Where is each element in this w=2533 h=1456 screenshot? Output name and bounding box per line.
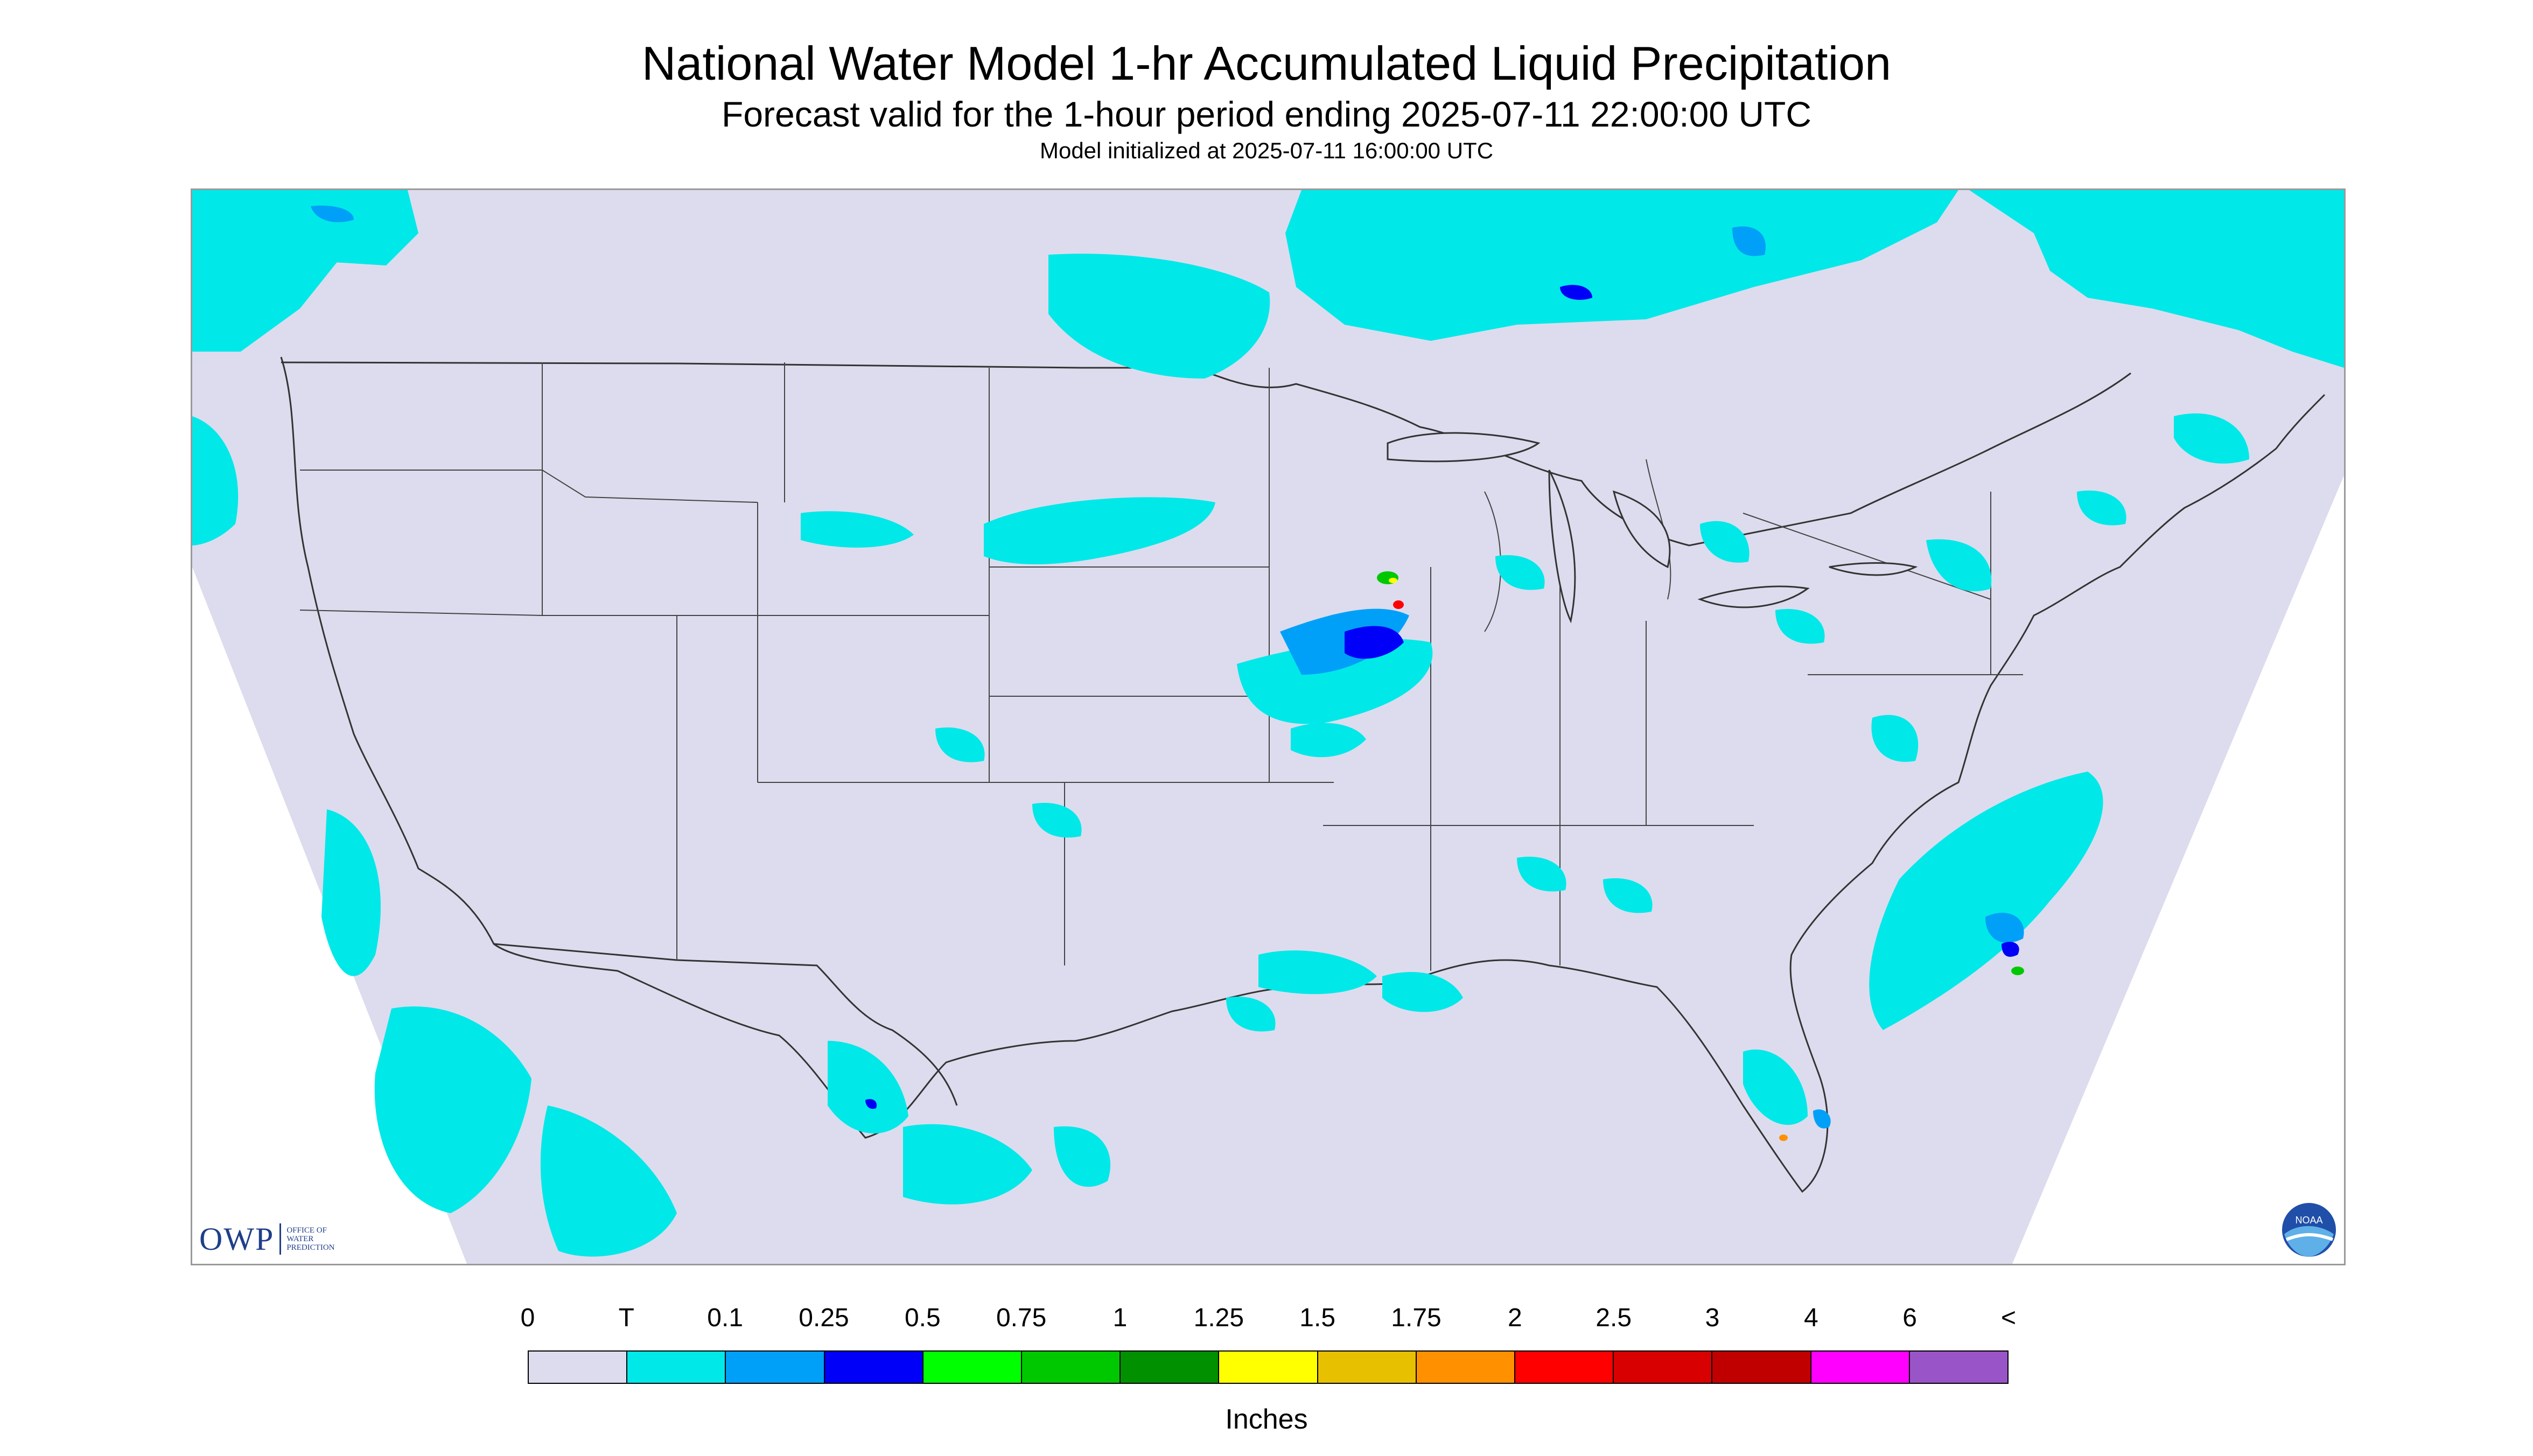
legend-swatch [1614,1352,1713,1383]
legend-tick-label: 6 [1902,1304,1918,1332]
owp-logo-words: Office of Water Prediction [286,1226,335,1252]
legend-swatch [1416,1352,1516,1383]
legend-tick-label: 1 [1112,1304,1128,1332]
legend-swatch [1811,1352,1910,1383]
coastline [280,356,2326,1193]
legend-tick-label: 0.75 [996,1304,1047,1332]
legend-swatch [726,1352,825,1383]
mexico-border [493,943,958,1106]
legend-tick-label: 1.75 [1391,1304,1442,1332]
legend-tick-label: 0 [520,1304,535,1332]
noaa-logo-text: NOAA [2295,1215,2322,1226]
legend-tick-label: 1.5 [1299,1304,1336,1332]
legend-swatch [1219,1352,1318,1383]
legend-swatch [1022,1352,1121,1383]
legend-tick-label: < [2000,1304,2017,1332]
legend-tick-label: 0.1 [707,1304,744,1332]
model-domain [192,190,2344,1264]
legend-swatch [1121,1352,1220,1383]
legend-tick-label: 0.5 [904,1304,941,1332]
legend-tick-label: 2 [1507,1304,1522,1332]
great-lakes [1387,432,1918,624]
legend-swatch [529,1352,628,1383]
precip-trace [192,190,2344,1257]
legend-color-bar [528,1350,2009,1384]
legend-tick-label: T [618,1304,634,1332]
owp-logo: OWP Office of Water Prediction [199,1221,335,1257]
map-subtitle: Forecast valid for the 1-hour period end… [722,94,1811,134]
precip-legend: 0 T 0.1 0.25 0.5 0.75 1 1.25 1.5 1.75 2 2.5 3 4 6 < Inc… [0,1292,2533,1454]
legend-tick-label: 3 [1705,1304,1720,1332]
legend-tick-label: 0.25 [799,1304,849,1332]
legend-swatch [627,1352,726,1383]
legend-swatch [923,1352,1023,1383]
legend-swatch [1515,1352,1614,1383]
legend-swatch [824,1352,923,1383]
legend-swatch [1712,1352,1811,1383]
owp-logo-divider [279,1223,282,1255]
precip-heavy [1377,571,2024,1141]
precip-moderate [865,285,2019,1109]
map-title: National Water Model 1-hr Accumulated Li… [641,37,1892,90]
legend-units: Inches [1225,1404,1308,1435]
legend-swatch [1909,1352,2008,1383]
map-canvas [192,190,2344,1264]
owp-logo-letters: OWP [199,1221,275,1257]
noaa-logo-icon: NOAA [2282,1203,2336,1257]
precipitation-map [191,188,2346,1265]
legend-swatch [1318,1352,1417,1383]
model-init-line: Model initialized at 2025-07-11 16:00:00… [1039,138,1494,163]
legend-tick-label: 1.25 [1193,1304,1244,1332]
legend-tick-label: 4 [1803,1304,1818,1332]
legend-tick-label: 2.5 [1596,1304,1632,1332]
